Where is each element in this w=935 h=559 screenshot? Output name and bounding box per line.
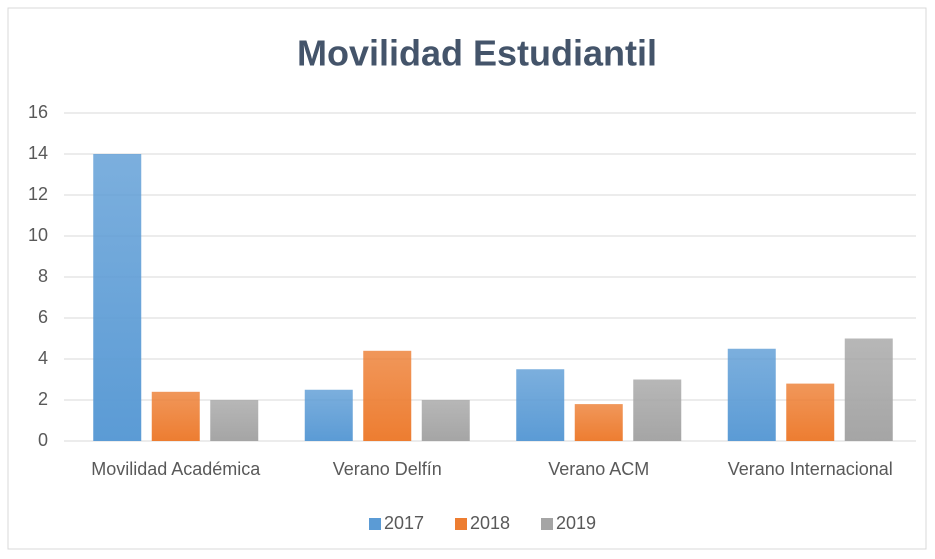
legend-swatch xyxy=(541,518,553,530)
bar xyxy=(151,391,200,441)
y-tick-label: 14 xyxy=(28,143,48,163)
bar xyxy=(363,350,412,441)
legend-swatch xyxy=(455,518,467,530)
legend-label: 2018 xyxy=(470,513,510,533)
x-tick-label: Movilidad Académica xyxy=(91,459,261,479)
legend-label: 2017 xyxy=(384,513,424,533)
y-tick-label: 0 xyxy=(38,430,48,450)
y-tick-label: 4 xyxy=(38,348,48,368)
legend-label: 2019 xyxy=(556,513,596,533)
y-tick-label: 16 xyxy=(28,102,48,122)
bar xyxy=(574,404,623,441)
y-tick-label: 2 xyxy=(38,389,48,409)
y-tick-label: 6 xyxy=(38,307,48,327)
legend-swatch xyxy=(369,518,381,530)
y-tick-label: 10 xyxy=(28,225,48,245)
y-tick-label: 12 xyxy=(28,184,48,204)
y-tick-label: 8 xyxy=(38,266,48,286)
bar xyxy=(210,400,259,441)
bar xyxy=(516,369,565,441)
bar xyxy=(844,338,893,441)
x-tick-label: Verano Internacional xyxy=(728,459,893,479)
chart-title: Movilidad Estudiantil xyxy=(297,33,657,74)
x-tick-label: Verano ACM xyxy=(548,459,649,479)
bar xyxy=(304,389,353,441)
x-tick-label: Verano Delfín xyxy=(333,459,442,479)
bar xyxy=(93,154,142,441)
chart-border xyxy=(7,7,927,550)
bar xyxy=(727,348,776,441)
bar xyxy=(786,383,835,441)
bar xyxy=(421,400,470,441)
bar xyxy=(633,379,682,441)
